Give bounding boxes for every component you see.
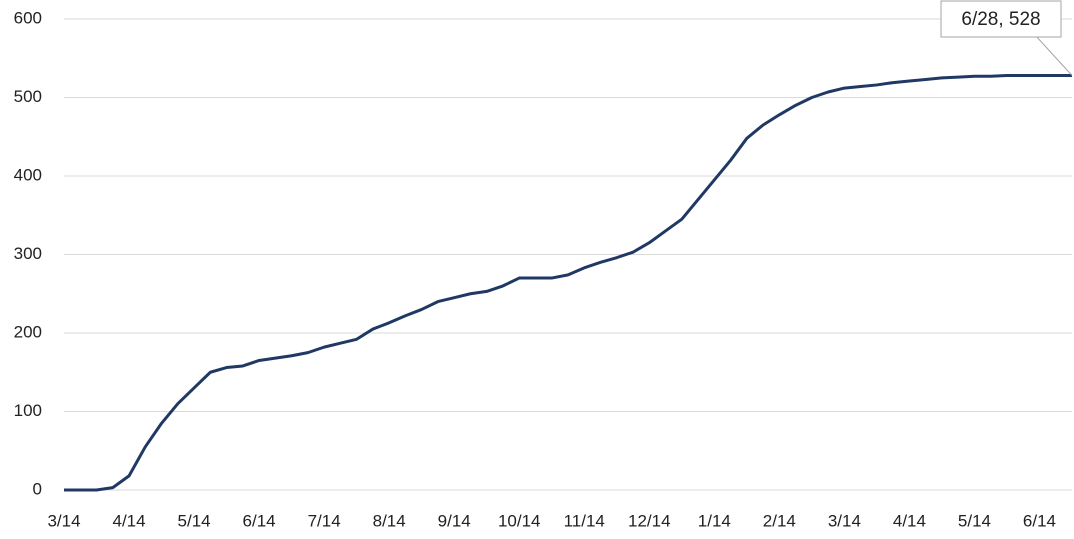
y-tick-label: 500 bbox=[14, 87, 42, 106]
annotation-box bbox=[940, 0, 1062, 38]
data-line bbox=[64, 74, 1072, 492]
x-tick-label: 6/14 bbox=[1023, 511, 1056, 530]
annotation: 6/28, 528 bbox=[961, 9, 1040, 30]
x-tick-label: 6/14 bbox=[243, 511, 276, 530]
callout-line bbox=[1034, 34, 1073, 76]
x-tick-label: 9/14 bbox=[438, 511, 471, 530]
x-tick-label: 7/14 bbox=[308, 511, 341, 530]
y-tick-label: 600 bbox=[14, 8, 42, 27]
x-tick-label: 5/14 bbox=[958, 511, 991, 530]
y-tick-label: 400 bbox=[14, 165, 42, 184]
y-tick-label: 100 bbox=[14, 401, 42, 420]
x-tick-label: 2/14 bbox=[763, 511, 796, 530]
x-tick-label: 10/14 bbox=[498, 511, 541, 530]
x-tick-label: 4/14 bbox=[893, 511, 926, 530]
x-tick-label: 1/14 bbox=[698, 511, 731, 530]
y-tick-label: 0 bbox=[33, 479, 42, 498]
y-tick-label: 300 bbox=[14, 244, 42, 263]
x-tick-label: 4/14 bbox=[112, 511, 145, 530]
x-tick-label: 3/14 bbox=[47, 511, 80, 530]
x-tick-label: 8/14 bbox=[373, 511, 406, 530]
y-tick-label: 200 bbox=[14, 322, 42, 341]
x-tick-label: 3/14 bbox=[828, 511, 861, 530]
x-tick-label: 12/14 bbox=[628, 511, 671, 530]
x-tick-label: 5/14 bbox=[178, 511, 211, 530]
x-tick-label: 11/14 bbox=[564, 511, 605, 530]
